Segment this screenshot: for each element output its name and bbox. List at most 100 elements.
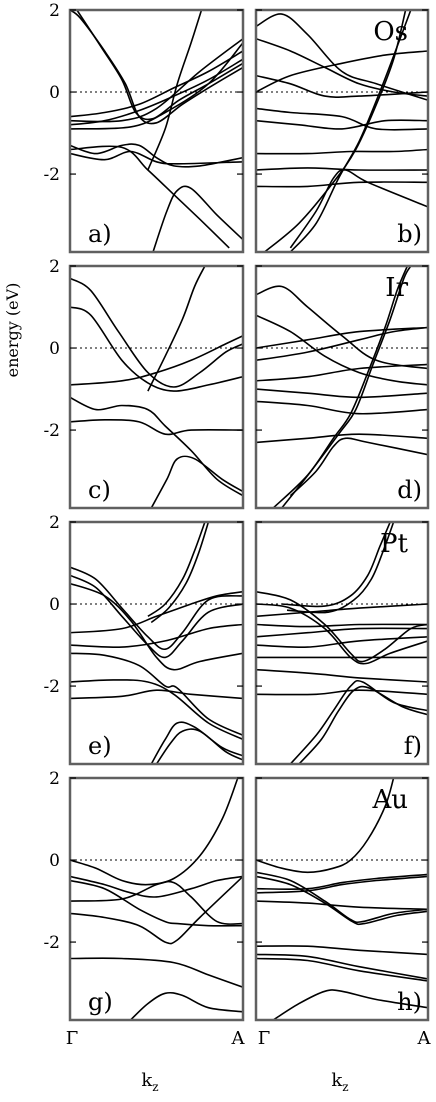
band-line-9 — [256, 957, 428, 982]
band-line-11 — [298, 685, 428, 764]
panel-a: 2 0 -2 a) — [43, 1, 245, 254]
panel-h: h) Au — [254, 776, 430, 1022]
band-line-9 — [256, 181, 428, 188]
panel-frame — [254, 8, 430, 254]
band-line-2 — [256, 314, 428, 386]
band-line-4 — [256, 326, 428, 349]
band-line-6 — [256, 900, 428, 911]
band-line-1 — [70, 566, 243, 651]
bands-group — [256, 10, 428, 252]
panel-b: b) Os — [254, 8, 430, 254]
band-line-12 — [150, 522, 210, 624]
band-line-1 — [256, 778, 395, 874]
band-line-4 — [70, 590, 243, 634]
band-line-11 — [147, 10, 203, 171]
bands-group — [70, 10, 243, 252]
bands-group — [256, 778, 428, 1020]
y-tick-label: 2 — [49, 513, 60, 533]
band-line-10 — [155, 728, 243, 764]
band-line-5 — [70, 38, 243, 123]
panel-label: e) — [88, 732, 112, 760]
band-line-2 — [256, 37, 428, 97]
band-line-6 — [256, 119, 428, 130]
panel-label: h) — [397, 988, 422, 1016]
band-line-2 — [256, 603, 428, 665]
band-line-1 — [256, 13, 428, 101]
band-line-4 — [70, 396, 243, 497]
band-line-5 — [256, 875, 428, 894]
band-line-13 — [286, 522, 395, 614]
band-line-8 — [256, 668, 428, 683]
band-line-9 — [150, 721, 243, 764]
band-line-6 — [256, 636, 428, 649]
panel-frame — [254, 776, 430, 1022]
band-line-10 — [70, 145, 230, 249]
band-line-11 — [289, 10, 412, 252]
x-axis-label-right: kz — [331, 1070, 348, 1094]
bands-group — [70, 778, 243, 1020]
panel-label: c) — [88, 476, 111, 504]
band-line-3 — [70, 879, 243, 927]
band-line-5 — [256, 627, 428, 638]
band-line-6 — [150, 455, 243, 508]
band-line-1 — [256, 285, 428, 370]
y-tick-label: 0 — [49, 339, 60, 359]
y-tick-label: 2 — [49, 769, 60, 789]
panel-frame — [254, 264, 430, 510]
panel-frame — [68, 520, 245, 766]
band-line-8 — [70, 150, 243, 165]
panel-frame — [254, 520, 430, 766]
panel-label: f) — [404, 732, 422, 760]
panel-c: 2 0 -2 c) — [43, 257, 245, 510]
bands-group — [256, 266, 428, 508]
panel-g: 2 0 -2 g) — [43, 769, 245, 1022]
panels-group: 2 0 -2 a) b) Os 2 0 -2 c) d) Ir 2 0 -2 e) f) Pt 2 0 -2 g) h) Au — [43, 1, 430, 1022]
band-line-3 — [70, 582, 243, 671]
y-tick-label: -2 — [43, 165, 60, 185]
band-line-2 — [70, 574, 243, 659]
bands-group — [70, 522, 243, 764]
band-line-4 — [70, 880, 243, 925]
bands-group — [70, 266, 243, 508]
band-line-2 — [256, 871, 428, 924]
y-tick-label: 0 — [49, 83, 60, 103]
band-line-4 — [256, 873, 428, 890]
element-label: Pt — [380, 529, 408, 559]
y-tick-label: 0 — [49, 595, 60, 615]
band-line-1 — [256, 590, 428, 663]
x-tick-a-right: A — [417, 1028, 432, 1049]
band-line-3 — [256, 74, 428, 99]
band-line-7 — [147, 266, 206, 392]
band-line-5 — [256, 107, 428, 131]
y-tick-label: -2 — [43, 421, 60, 441]
panel-label: g) — [88, 988, 113, 1016]
band-line-6 — [256, 388, 428, 399]
y-tick-label: 2 — [49, 257, 60, 277]
band-line-8 — [70, 689, 243, 700]
band-line-7 — [130, 991, 243, 1020]
y-axis-label: energy (eV) — [3, 283, 22, 378]
band-line-11 — [147, 522, 206, 617]
band-line-11 — [289, 437, 428, 497]
band-line-2 — [70, 875, 243, 898]
element-label: Au — [371, 785, 408, 815]
band-line-7 — [256, 400, 428, 415]
band-line-3 — [70, 50, 243, 118]
x-axis-label-left: kz — [141, 1070, 158, 1094]
x-tick-gamma-right: Γ — [258, 1028, 271, 1049]
x-tick-a-left: A — [231, 1028, 246, 1049]
band-line-6 — [70, 957, 243, 988]
panel-e: 2 0 -2 e) — [43, 513, 245, 766]
band-line-10 — [281, 266, 412, 508]
band-line-4 — [256, 623, 428, 628]
panel-frame — [68, 8, 245, 254]
band-line-1 — [70, 277, 243, 388]
band-line-5 — [70, 623, 243, 649]
band-line-7 — [70, 143, 243, 168]
band-line-6 — [70, 42, 243, 130]
band-line-10 — [272, 989, 428, 1020]
band-line-5 — [70, 418, 243, 436]
band-line-9 — [152, 185, 243, 252]
band-line-3 — [70, 334, 243, 386]
